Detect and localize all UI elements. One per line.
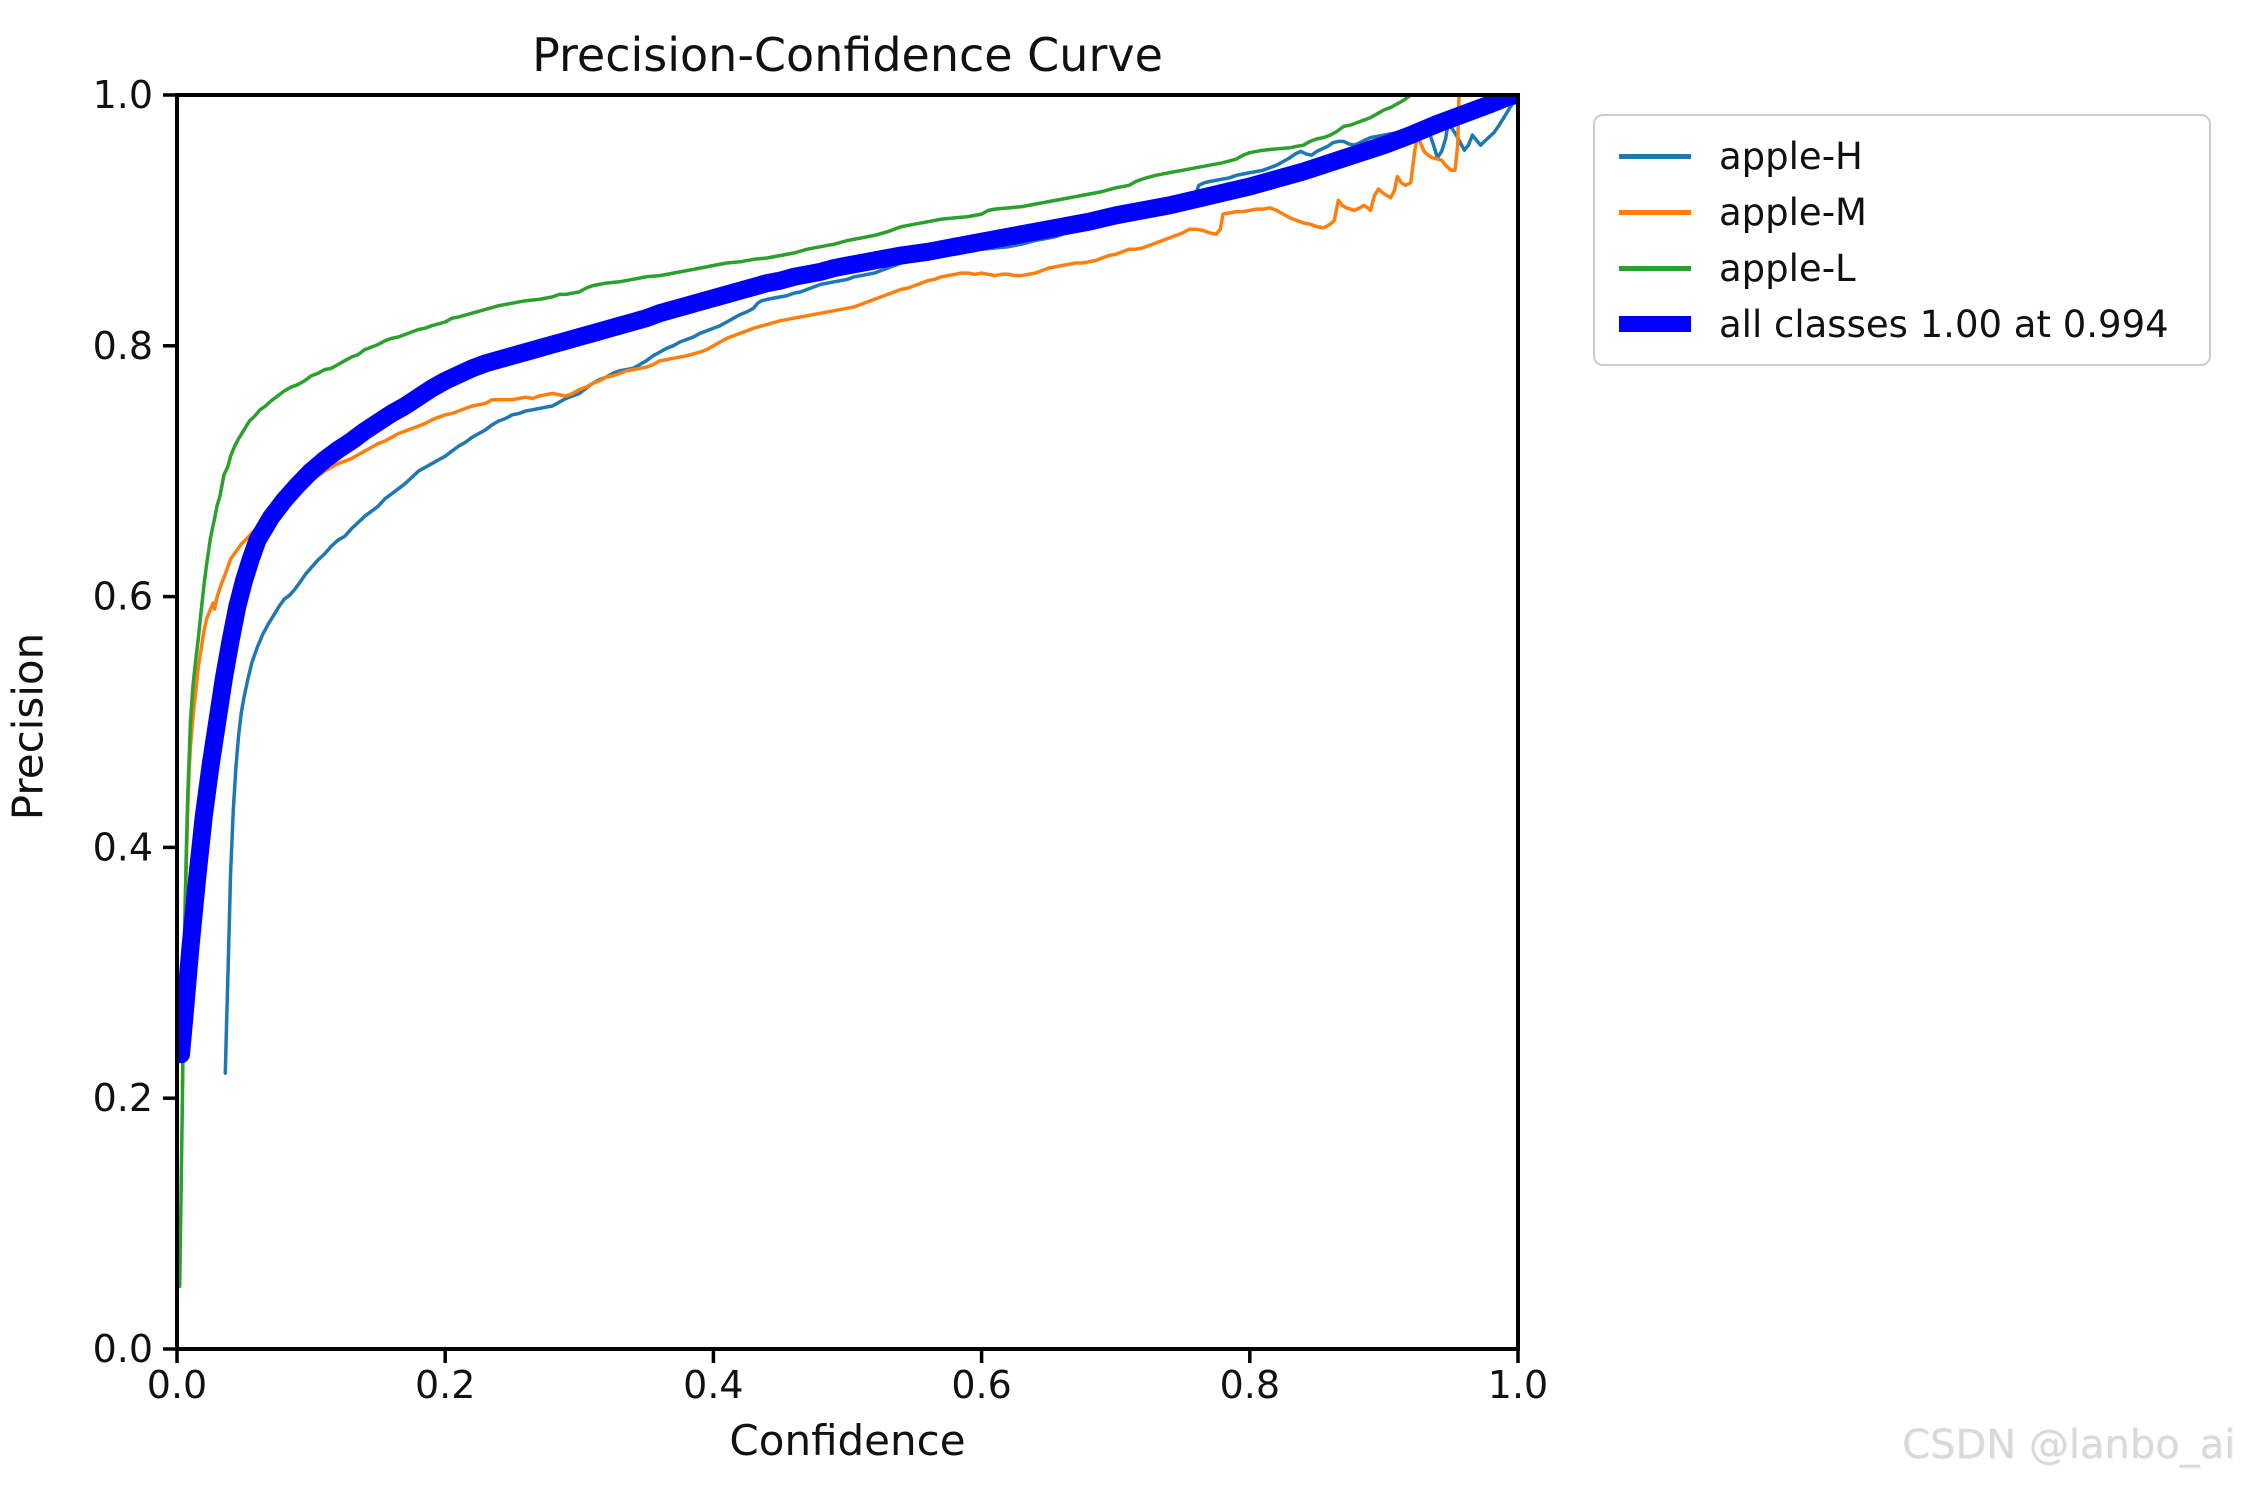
y-tick-label: 0.4 (93, 825, 153, 869)
legend-item-apple-h: apple-H (1619, 128, 2179, 184)
x-tick-label: 0.6 (951, 1363, 1011, 1407)
x-tick-label: 0.4 (683, 1363, 743, 1407)
legend-label: all classes 1.00 at 0.994 (1719, 302, 2169, 346)
y-tick-label: 1.0 (93, 73, 153, 117)
ticks-layer: 0.0 0.2 0.4 0.6 0.8 1.0 0.0 0.2 0.4 0.6 0.8 1.0 (93, 73, 1549, 1407)
curve-apple-l (177, 95, 1413, 1289)
legend-item-apple-l: apple-L (1619, 240, 2179, 296)
legend-label: apple-M (1719, 190, 1867, 234)
legend-label: apple-L (1719, 246, 1856, 290)
x-tick-label: 0.8 (1220, 1363, 1280, 1407)
x-axis-label: Confidence (729, 1416, 966, 1465)
legend-line-sample (1619, 153, 1691, 159)
legend-label: apple-H (1719, 134, 1863, 178)
chart-title: Precision-Confidence Curve (532, 28, 1163, 82)
legend-item-apple-m: apple-M (1619, 184, 2179, 240)
y-tick-label: 0.8 (93, 324, 153, 368)
curves-layer (177, 95, 1518, 1289)
legend-line-sample (1619, 316, 1691, 332)
curve-apple-m (180, 95, 1518, 1088)
legend-line-sample (1619, 209, 1691, 215)
curve-all-classes-1-00-at-0-994 (177, 95, 1518, 1064)
watermark: CSDN @lanbo_ai (1902, 1422, 2236, 1468)
y-tick-label: 0.6 (93, 575, 153, 619)
y-axis-label: Precision (3, 632, 53, 821)
legend-line-sample (1619, 265, 1691, 271)
x-tick-label: 1.0 (1488, 1363, 1548, 1407)
x-tick-label: 0.0 (147, 1363, 207, 1407)
y-tick-label: 0.2 (93, 1076, 153, 1120)
axes-spine (175, 93, 1520, 1351)
curve-apple-h (223, 95, 1518, 1075)
y-tick-label: 0.0 (93, 1327, 153, 1371)
x-tick-label: 0.2 (415, 1363, 475, 1407)
legend-item-all-classes-1-00-at-0-994: all classes 1.00 at 0.994 (1619, 296, 2179, 352)
legend: apple-H apple-M apple-L all classes 1.00 at… (1593, 114, 2211, 366)
